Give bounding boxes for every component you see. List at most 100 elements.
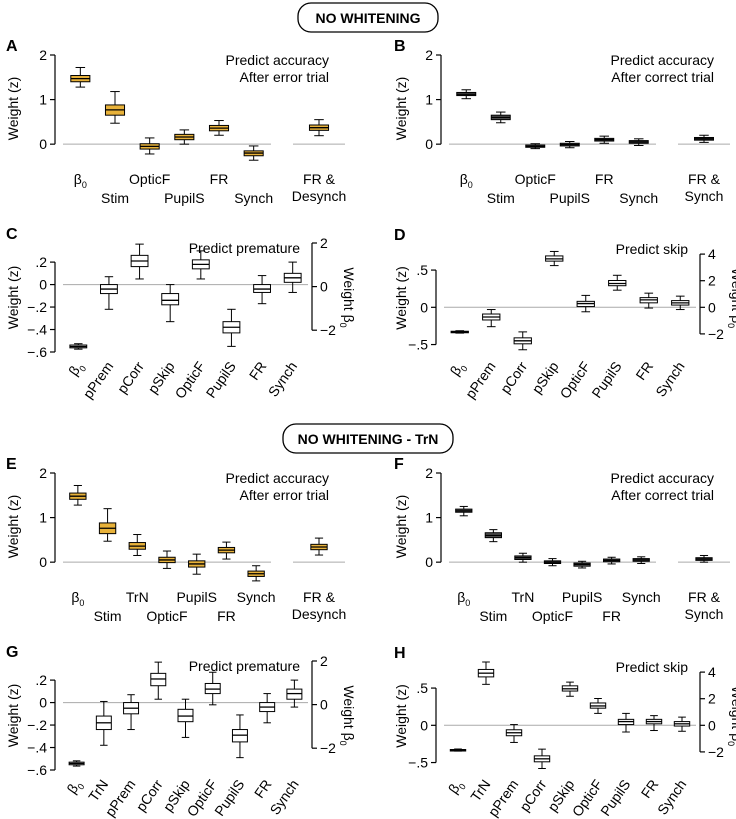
x-label-e-extra-1: Desynch (292, 606, 346, 622)
y-tick-label-g-4: .2 (35, 672, 47, 688)
y-axis-label-h: Weight (z) (393, 684, 409, 748)
x-label-a-1: Stim (101, 190, 129, 206)
x-label-c-6: FR (246, 359, 270, 383)
x-label-c-4: OpticF (172, 359, 209, 402)
x-label-b-extra-0: FR & (688, 171, 721, 187)
x-label-g-7: FR (251, 777, 275, 801)
y-tick-label-g-2: −.2 (27, 717, 47, 733)
x-label-h-2: pPrem (485, 777, 522, 819)
y-right-axis-label-c: Weight β0 (338, 267, 357, 327)
x-label-e-6: Synch (237, 589, 276, 605)
panel-label-e: E (6, 456, 17, 473)
panel-label-d: D (394, 227, 406, 244)
x-label-d-2: pCorr (497, 358, 530, 396)
box-f-6 (632, 556, 650, 565)
panel-d: D −.5 0 .5 Weight (z) −2 0 2 4 Weight β0 Predict s… (393, 227, 736, 401)
x-label-g-8: Synch (266, 777, 301, 818)
x-label-a-3: PupilS (164, 190, 204, 206)
panel-label-c: C (6, 226, 18, 243)
x-label-f-4: PupilS (562, 589, 602, 605)
box-e-5 (217, 541, 236, 560)
y-right-tick-label-d-3: 4 (708, 246, 716, 262)
box-h-0 (449, 748, 467, 752)
x-label-e-5: FR (217, 608, 236, 624)
chart-title-f-1: After correct trial (611, 487, 714, 503)
box-c-5 (222, 308, 241, 347)
x-label-g-6: PupilS (211, 777, 247, 819)
x-label-f-6: Synch (622, 589, 661, 605)
box-h-4 (561, 681, 579, 697)
y-right-axis-label-g: Weight β0 (338, 685, 357, 745)
chart-title-d-0: Predict skip (616, 241, 689, 257)
box-g-6 (231, 714, 248, 759)
chart-title-b-1: After correct trial (611, 69, 714, 85)
box-g-0 (68, 760, 85, 767)
x-label-b-2: OpticF (515, 171, 556, 187)
box-d-7 (671, 295, 690, 311)
x-label-b-1: Stim (487, 190, 515, 206)
y-right-tick-label-d-0: −2 (708, 326, 724, 342)
y-tick-label-g-0: −.6 (27, 762, 47, 778)
x-label-d-5: PupilS (588, 359, 624, 401)
box-e-3 (158, 550, 176, 569)
box-b-0 (456, 89, 477, 100)
chart-title-f-0: Predict accuracy (611, 470, 714, 486)
chart-title-e-0: Predict accuracy (226, 470, 329, 486)
x-label-h-1: TrN (467, 777, 493, 805)
chart-title-g-0: Predict premature (189, 658, 300, 674)
box-f-5 (603, 556, 621, 565)
x-label-a-0: β0 (74, 171, 87, 190)
chart-title-b-0: Predict accuracy (611, 52, 714, 68)
y-tick-label-f-2: 2 (425, 465, 433, 481)
box-g-1 (95, 700, 112, 746)
x-label-g-0: β0 (63, 777, 86, 799)
box-h-6 (617, 712, 635, 733)
x-label-h-7: FR (638, 777, 662, 801)
box-h-3 (533, 748, 551, 770)
panel-label-b: B (394, 38, 406, 55)
box-g-2 (123, 694, 140, 731)
y-tick-label-c-2: −.2 (27, 299, 47, 315)
panel-c: C −.6 −.4 −.2 0 .2 Weight (z) −2 0 2 Weight β0 Pred… (5, 226, 357, 401)
panel-label-f: F (394, 456, 404, 473)
box-d-6 (639, 292, 658, 309)
y-axis-label-c: Weight (z) (5, 266, 21, 330)
x-label-a-5: Synch (234, 190, 273, 206)
chart-title-e-1: After error trial (240, 487, 329, 503)
box-d-4 (576, 294, 595, 313)
y-right-axis-label-d: Weight β0 (726, 268, 736, 328)
y-tick-label-c-3: 0 (39, 277, 47, 293)
x-label-b-3: PupilS (550, 190, 590, 206)
box-c-2 (130, 243, 149, 280)
box-e-0 (69, 484, 87, 506)
x-label-f-5: FR (602, 608, 621, 624)
x-label-e-4: PupilS (176, 589, 216, 605)
x-label-g-3: pCorr (133, 776, 166, 814)
box-a-1 (104, 91, 126, 124)
box-g-8 (286, 679, 303, 708)
x-label-e-2: TrN (126, 589, 149, 605)
x-label-c-2: pCorr (114, 358, 147, 396)
x-label-b-extra-1: Synch (685, 188, 724, 204)
box-f-3 (543, 558, 562, 567)
box-e-2 (128, 534, 146, 556)
box-h-1 (477, 661, 495, 685)
x-label-h-3: pCorr (516, 776, 549, 814)
box-b-1 (490, 111, 511, 124)
y-right-tick-label-g-1: 0 (320, 697, 328, 713)
x-label-f-extra-0: FR & (688, 589, 721, 605)
y-tick-label-e-2: 2 (39, 465, 47, 481)
y-tick-label-h-1: 0 (420, 717, 428, 733)
y-tick-label-g-3: 0 (39, 695, 47, 711)
box-a-3 (174, 129, 195, 145)
x-label-g-1: TrN (85, 777, 111, 805)
panel-label-h: H (394, 645, 406, 662)
box-b-2 (525, 143, 546, 150)
y-tick-label-b-0: 0 (425, 136, 433, 152)
box-c-6 (253, 275, 271, 305)
y-tick-label-d-1: 0 (420, 299, 428, 315)
box-c-1 (100, 276, 118, 310)
x-label-b-4: FR (595, 171, 614, 187)
y-tick-label-c-4: .2 (35, 254, 47, 270)
